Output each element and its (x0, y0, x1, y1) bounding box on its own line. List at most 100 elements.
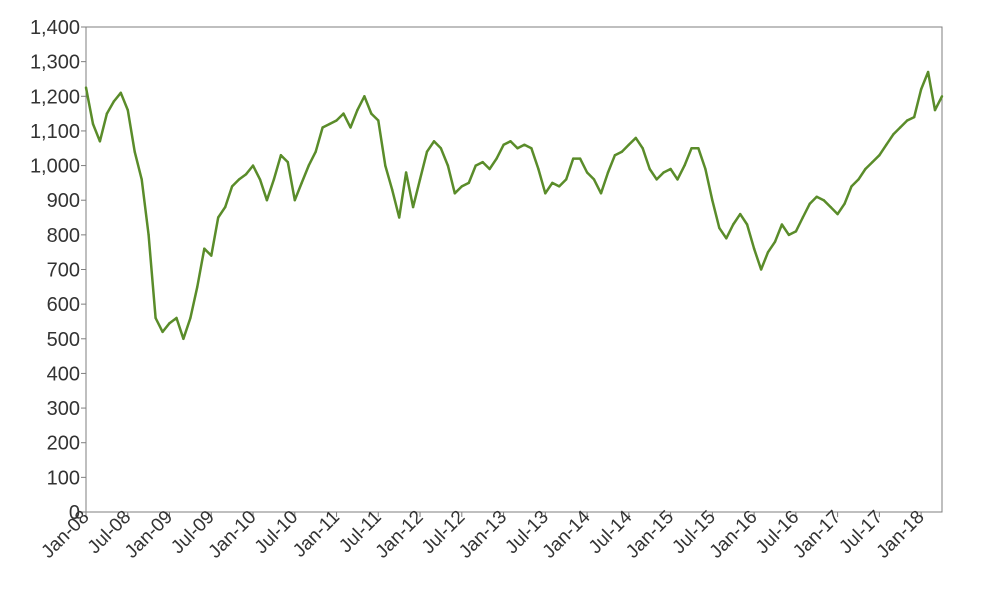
y-tick-label: 1,300 (30, 52, 80, 74)
data-point (794, 230, 798, 233)
data-point (787, 233, 791, 237)
y-tick-label: 600 (47, 294, 80, 316)
data-point (474, 164, 477, 167)
data-point (432, 140, 436, 143)
data-point (906, 119, 909, 122)
data-point (509, 140, 512, 143)
data-point (850, 185, 853, 188)
data-point (147, 233, 150, 237)
y-tick-label: 800 (47, 225, 80, 247)
data-point (926, 70, 930, 74)
y-tick-label: 1,200 (30, 86, 80, 108)
data-point (648, 167, 651, 171)
data-point (530, 147, 533, 150)
data-point (126, 108, 129, 112)
data-point (481, 160, 484, 164)
data-point (161, 330, 164, 334)
data-point (592, 178, 596, 181)
data-point (801, 216, 804, 219)
y-tick-label: 100 (47, 467, 80, 489)
data-point (871, 160, 874, 164)
data-point (655, 178, 658, 181)
data-point (780, 223, 784, 226)
data-point (815, 195, 818, 198)
data-point (328, 122, 331, 126)
data-point (398, 216, 401, 219)
data-point (488, 167, 491, 171)
data-point (293, 199, 296, 202)
y-tick-label: 200 (47, 433, 80, 455)
data-point (119, 91, 123, 95)
x-tick-label: Jan-14 (539, 506, 595, 562)
data-point (446, 164, 450, 167)
data-point (551, 181, 554, 185)
data-point (349, 126, 352, 129)
data-point (168, 322, 171, 325)
data-point (425, 150, 429, 153)
data-point (300, 181, 303, 185)
data-point (321, 126, 324, 129)
data-point (857, 178, 860, 181)
y-tick-label: 900 (47, 190, 80, 212)
data-point (224, 205, 227, 209)
data-point (217, 216, 220, 219)
data-point (641, 147, 644, 150)
data-point (418, 178, 422, 181)
data-point (439, 147, 443, 150)
data-point (140, 178, 143, 181)
data-point (335, 119, 338, 122)
y-tick-label: 1,000 (30, 156, 80, 178)
data-point (342, 112, 345, 115)
data-point (98, 140, 102, 143)
x-tick-label: Jan-10 (205, 507, 261, 563)
data-point (773, 240, 777, 243)
data-point (585, 171, 589, 174)
data-point (704, 167, 707, 171)
data-point (286, 160, 289, 164)
y-tick-label: 0 (69, 502, 80, 524)
data-point (411, 205, 415, 209)
data-point (258, 178, 262, 181)
data-point (251, 164, 255, 167)
data-point (279, 154, 283, 157)
data-point (662, 171, 665, 174)
y-tick-label: 500 (47, 329, 80, 351)
data-point (516, 147, 519, 150)
plot-area (85, 26, 943, 513)
data-point (272, 178, 276, 181)
data-point (391, 188, 394, 191)
plot-border (85, 26, 943, 513)
x-tick-label: Jan-11 (289, 507, 344, 562)
series-layer (84, 70, 944, 341)
series-line (84, 70, 944, 341)
data-point (599, 192, 603, 195)
data-point (613, 154, 617, 157)
data-point (683, 164, 686, 167)
y-axis: 0 100 200 300 400 500 600 700 800 900 1,000 1,100 1,… (30, 17, 86, 524)
data-point (725, 237, 728, 240)
data-point (940, 95, 944, 98)
data-point (467, 181, 470, 185)
x-tick-label: Jan-18 (873, 507, 929, 563)
data-point (718, 226, 721, 230)
data-point (739, 212, 742, 216)
data-point (933, 108, 937, 112)
data-point (307, 164, 310, 167)
data-point (885, 143, 888, 146)
data-point (175, 316, 178, 320)
data-point (843, 202, 846, 205)
x-tick-label: Jan-17 (789, 507, 845, 563)
data-point (112, 100, 116, 103)
data-point (453, 192, 456, 195)
data-point (314, 150, 317, 153)
data-point (523, 143, 526, 146)
data-point (404, 171, 408, 174)
data-point (572, 157, 575, 160)
data-point (154, 316, 157, 320)
data-point (697, 147, 700, 150)
data-point (899, 126, 902, 129)
x-tick-label: Jan-08 (38, 507, 94, 563)
x-tick-label: Jan-13 (455, 507, 511, 563)
data-point (829, 205, 832, 209)
data-point (634, 136, 637, 140)
